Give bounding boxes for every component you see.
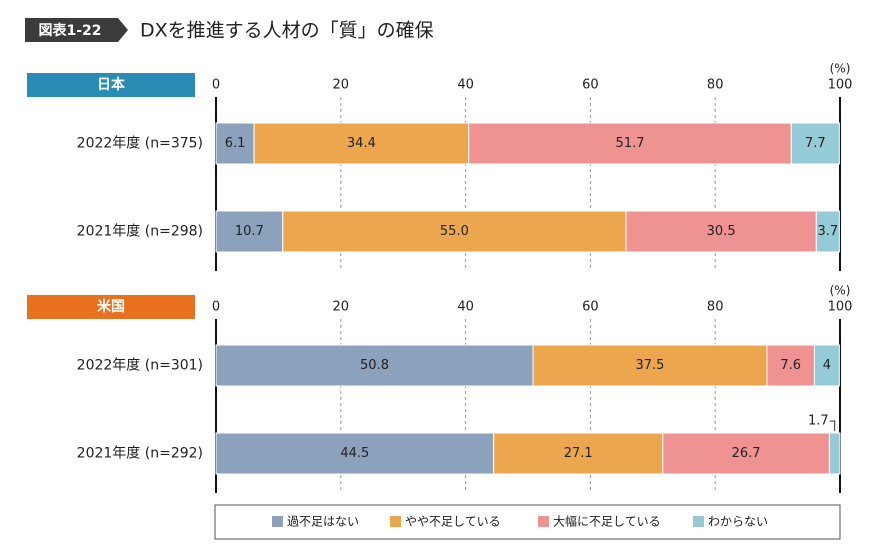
- value-label: 55.0: [440, 224, 469, 239]
- value-label: 27.1: [564, 446, 593, 461]
- legend-swatch: [693, 516, 704, 527]
- legend-label: 過不足はない: [287, 515, 359, 529]
- x-tick-label: 20: [333, 78, 350, 93]
- x-tick-label: 40: [457, 300, 474, 315]
- chart-title: DXを推進する人材の「質」の確保: [140, 20, 434, 42]
- x-tick-label: 80: [707, 300, 724, 315]
- value-label: 7.6: [780, 358, 801, 373]
- category-label: 2021年度 (n=292): [77, 446, 203, 462]
- legend-swatch: [390, 516, 401, 527]
- x-tick-label: 60: [582, 78, 599, 93]
- figure-label: 図表1-22: [38, 22, 101, 39]
- x-tick-label: 60: [582, 300, 599, 315]
- figure-label-box: [25, 18, 128, 42]
- bar-segment: [532, 344, 768, 387]
- value-label: 50.8: [360, 358, 389, 373]
- x-tick-label: 100: [828, 78, 853, 93]
- x-tick-label: 80: [707, 78, 724, 93]
- value-label: 10.7: [235, 224, 264, 239]
- value-label: 3.7: [817, 224, 838, 239]
- value-label: 44.5: [340, 446, 369, 461]
- value-label: 37.5: [636, 358, 665, 373]
- leader-line: [829, 420, 836, 431]
- x-tick-label: 100: [828, 300, 853, 315]
- value-label: 34.4: [347, 136, 376, 151]
- panel-label-box: [27, 73, 195, 97]
- category-label: 2022年度 (n=301): [77, 358, 203, 374]
- value-label: 30.5: [707, 224, 736, 239]
- value-label: 51.7: [616, 136, 645, 151]
- x-tick-label: 40: [457, 78, 474, 93]
- bar-segment: [766, 344, 815, 387]
- bar-segment: [215, 432, 495, 475]
- bar-segment: [215, 122, 255, 165]
- category-label: 2021年度 (n=298): [77, 224, 203, 240]
- bar-segment: [828, 432, 841, 475]
- legend-label: 大幅に不足している: [553, 514, 661, 529]
- bar-segment: [790, 122, 840, 165]
- panel-label: 日本: [97, 76, 126, 93]
- value-label: 6.1: [225, 136, 246, 151]
- x-tick-label: 0: [212, 78, 220, 93]
- bar-segment: [468, 122, 792, 165]
- value-label: 7.7: [805, 136, 826, 151]
- bar-segment: [813, 344, 840, 387]
- category-label: 2022年度 (n=375): [77, 136, 203, 152]
- bar-segment: [493, 432, 664, 475]
- unit-label: (%): [830, 62, 851, 76]
- bar-segment: [215, 344, 534, 387]
- value-label: 26.7: [732, 446, 761, 461]
- legend-box: [214, 504, 841, 540]
- bar-segment: [625, 210, 817, 253]
- x-tick-label: 0: [212, 300, 220, 315]
- x-tick-label: 20: [333, 300, 350, 315]
- value-label: 1.7: [808, 414, 829, 429]
- legend-swatch: [538, 516, 549, 527]
- legend-label: やや不足している: [405, 515, 501, 529]
- bar-segment: [253, 122, 470, 165]
- unit-label: (%): [830, 284, 851, 298]
- panel-label: 米国: [97, 298, 125, 315]
- legend-label: わからない: [708, 515, 768, 529]
- value-label: 4: [823, 358, 831, 373]
- bar-segment: [215, 210, 284, 253]
- legend-swatch: [272, 516, 283, 527]
- panel-label-box: [27, 295, 195, 319]
- bar-segment: [815, 210, 840, 253]
